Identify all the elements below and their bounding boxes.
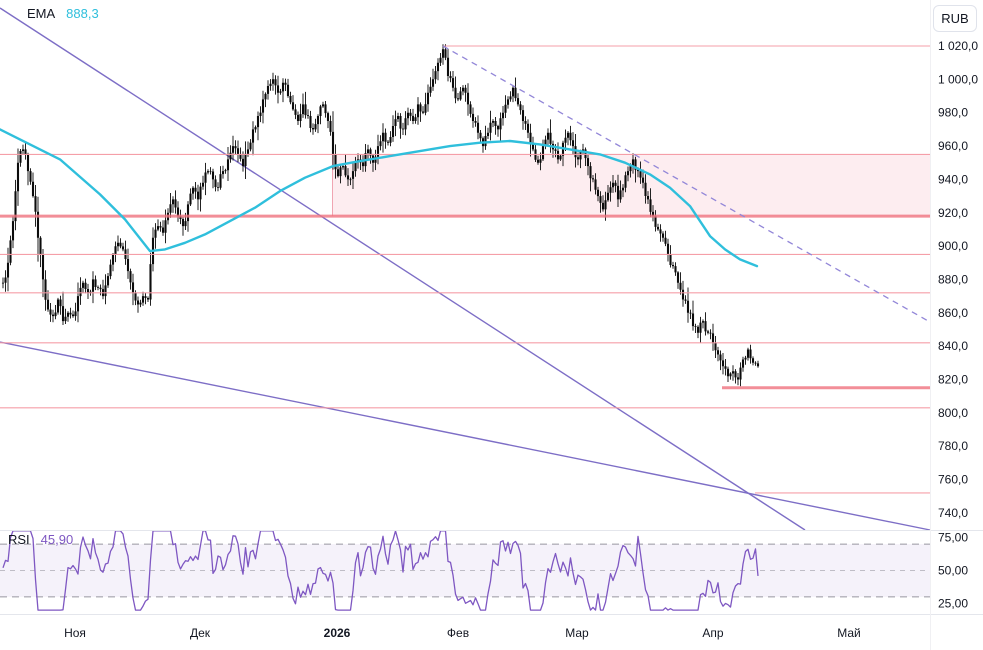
price-axis-tick: 980,0 <box>938 106 968 120</box>
price-axis-tick: 900,0 <box>938 239 968 253</box>
price-axis-tick: 860,0 <box>938 306 968 320</box>
price-axis-tick: 780,0 <box>938 439 968 453</box>
price-axis-tick: 920,0 <box>938 206 968 220</box>
rsi-axis-tick: 75,00 <box>938 531 968 545</box>
ema-indicator-value: 888,3 <box>66 6 99 21</box>
trendline-dashed[interactable] <box>442 45 931 323</box>
price-axis-tick: 760,0 <box>938 473 968 487</box>
price-axis-tick: 800,0 <box>938 406 968 420</box>
ema-indicator-name: EMA <box>27 6 56 21</box>
price-axis-tick: 840,0 <box>938 339 968 353</box>
time-axis-tick[interactable]: Ноя <box>64 626 86 640</box>
rsi-indicator-legend[interactable]: RSI 45,90 <box>8 532 73 547</box>
time-axis-tick[interactable]: 2026 <box>324 626 351 640</box>
supply-zone[interactable] <box>332 154 930 217</box>
rsi-axis-tick: 50,00 <box>938 564 968 578</box>
price-axis-tick: 1 020,0 <box>938 39 978 53</box>
time-axis-tick[interactable]: Дек <box>190 626 211 640</box>
price-axis-tick: 740,0 <box>938 506 968 520</box>
rsi-indicator-name: RSI <box>8 532 30 547</box>
price-axis-tick: 940,0 <box>938 172 968 186</box>
time-axis-tick[interactable]: Апр <box>702 626 724 640</box>
trendline[interactable] <box>0 7 806 531</box>
rsi-line[interactable] <box>2 530 759 611</box>
currency-button[interactable]: RUB <box>933 5 977 32</box>
price-axis-tick: 880,0 <box>938 272 968 286</box>
time-axis-tick[interactable]: Мар <box>565 626 589 640</box>
price-axis-tick: 820,0 <box>938 373 968 387</box>
candlestick-series-bodies[interactable] <box>1 49 760 380</box>
time-axis-tick[interactable]: Май <box>837 626 861 640</box>
price-axis-tick: 1 000,0 <box>938 72 978 86</box>
ema-indicator-legend[interactable]: EMA 888,3 <box>27 6 99 21</box>
price-axis-tick: 960,0 <box>938 139 968 153</box>
time-axis-tick[interactable]: Фев <box>447 626 469 640</box>
rsi-axis-tick: 25,00 <box>938 597 968 611</box>
rsi-indicator-value: 45,90 <box>40 532 74 547</box>
ema-line[interactable] <box>0 128 759 268</box>
trendline[interactable] <box>0 341 931 531</box>
